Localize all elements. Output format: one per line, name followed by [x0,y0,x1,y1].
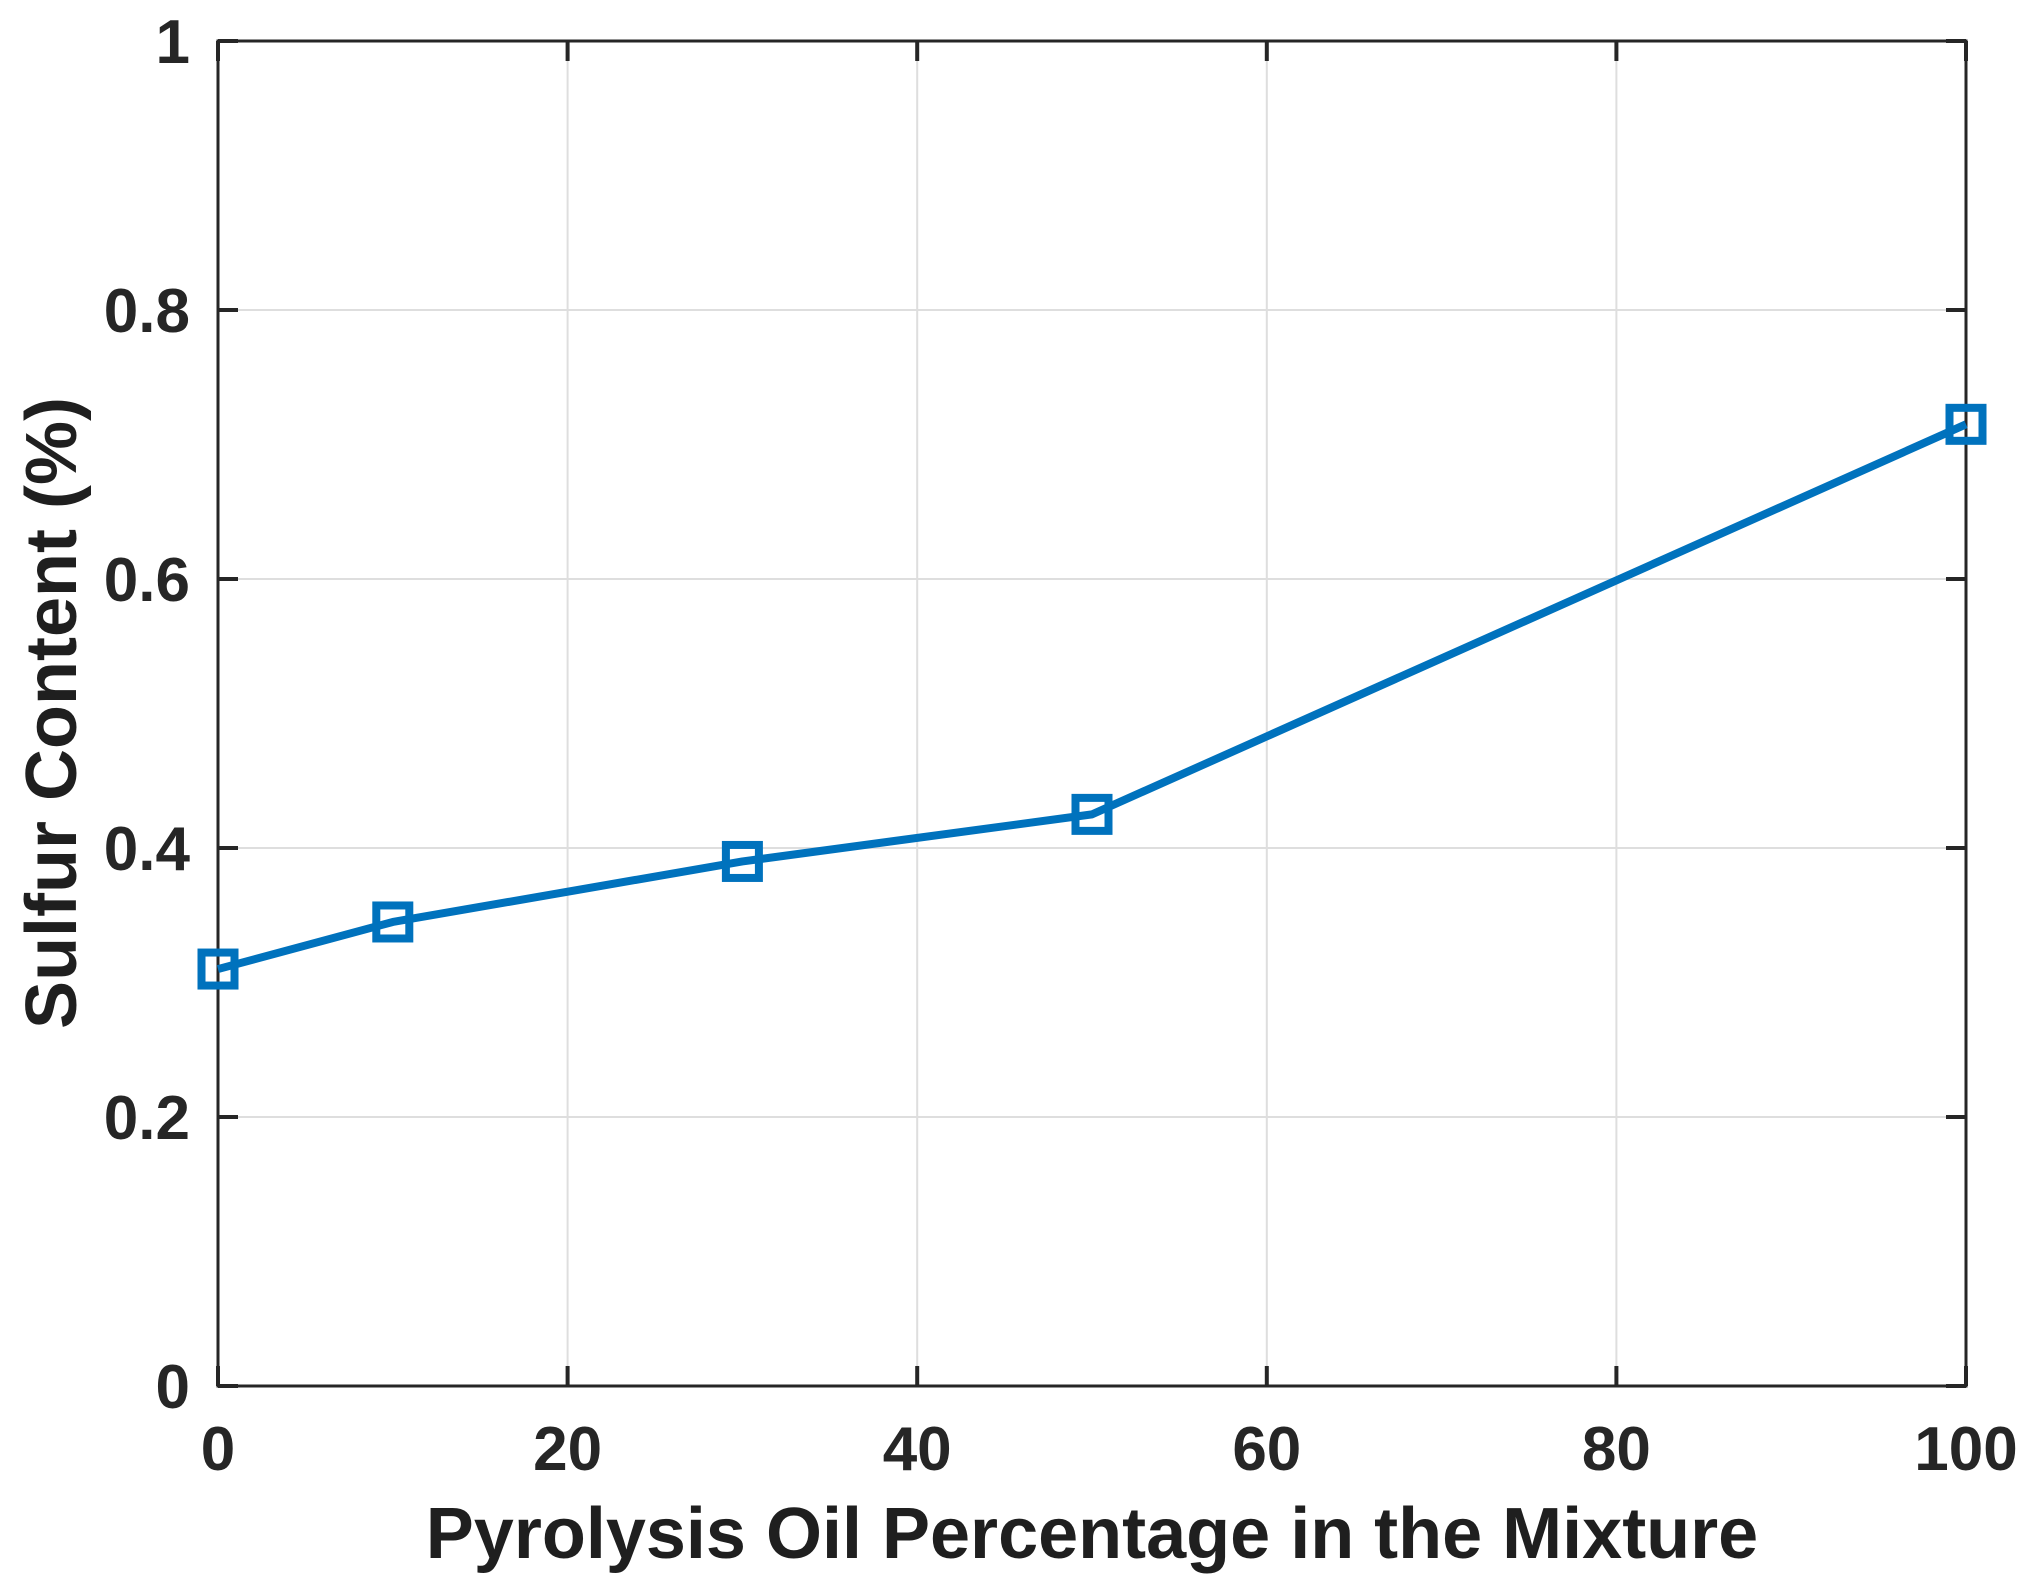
y-tick-label: 0 [156,1353,190,1422]
x-tick-label: 60 [1232,1415,1301,1484]
x-tick-label: 0 [201,1415,235,1484]
x-tick-label: 80 [1582,1415,1651,1484]
y-tick-label: 1 [156,8,190,77]
axes-box [216,39,1968,1388]
data-point-marker [721,840,763,882]
y-tick-label: 0.4 [104,815,191,884]
data-point-marker [1945,403,1987,445]
y-tick-label: 0.8 [104,277,190,346]
x-tick-label: 20 [533,1415,602,1484]
y-tick-label: 0.2 [104,1084,190,1153]
data-series-line [216,420,1968,973]
data-point-marker [372,901,414,943]
x-tick-label: 100 [1914,1415,2017,1484]
data-point-marker [1071,793,1113,835]
x-axis-label: Pyrolysis Oil Percentage in the Mixture [425,1494,1759,1574]
data-point-marker [197,948,239,990]
y-axis-label: Sulfur Content (%) [12,397,92,1029]
x-tick-label: 40 [883,1415,952,1484]
y-tick-label: 0.6 [104,546,190,615]
